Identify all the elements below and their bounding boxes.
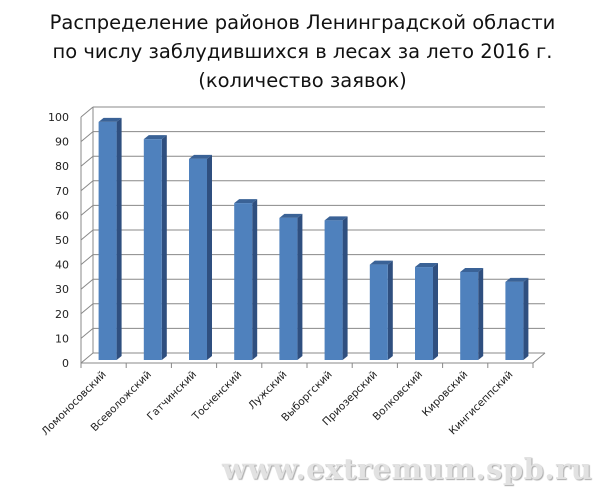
bar-side (387, 260, 393, 360)
bar (189, 158, 207, 360)
bar (505, 281, 524, 360)
y-tick-label: 0 (62, 357, 69, 370)
y-tick-label: 50 (55, 234, 69, 247)
floor-edge (532, 352, 546, 364)
gridline-diagonal (80, 303, 94, 315)
bar-side (433, 263, 438, 360)
y-tick-label: 30 (55, 283, 69, 296)
bar (98, 121, 117, 360)
y-tick-label: 40 (55, 259, 69, 272)
bar-top (98, 117, 122, 122)
bar (279, 217, 298, 360)
y-tick-label: 100 (48, 111, 69, 124)
bar-top (505, 277, 529, 282)
chart-title: Распределение районов Ленинградской обла… (0, 8, 605, 95)
bar-top (234, 199, 258, 204)
bar (415, 267, 433, 360)
bar (234, 203, 253, 360)
gridline-diagonal (80, 352, 94, 364)
y-tick-label: 60 (55, 209, 69, 222)
gridline-diagonal (80, 180, 94, 192)
bar-top (460, 267, 484, 272)
gridline-diagonal (80, 155, 94, 167)
bar (324, 220, 343, 360)
bar (369, 264, 388, 360)
bar-side (523, 277, 529, 360)
bar-side (207, 154, 212, 360)
gridline-diagonal (80, 328, 94, 339)
bar-top (324, 216, 348, 221)
y-tick-label: 20 (55, 308, 69, 321)
bar-side (478, 267, 484, 360)
bar-side (161, 135, 167, 360)
bar-side (116, 117, 122, 360)
gridline-diagonal (80, 106, 94, 118)
bar-side (252, 199, 258, 360)
y-tick-label: 10 (55, 332, 69, 345)
y-tick-label: 90 (55, 136, 69, 149)
y-tick-label: 70 (55, 185, 69, 198)
bar-side (342, 216, 348, 360)
bar-top (415, 263, 438, 268)
bar-top (369, 260, 393, 265)
y-tick-label: 80 (55, 160, 69, 173)
bar-top (279, 213, 303, 218)
title-line-2: по числу заблудившихся в лесах за лето 2… (52, 40, 553, 63)
bar (460, 271, 479, 360)
title-line-3: (количество заявок) (198, 69, 407, 92)
bar-top (143, 135, 167, 140)
title-line-1: Распределение районов Ленинградской обла… (49, 11, 556, 34)
gridline-diagonal (80, 131, 94, 142)
x-tick-label: Кировский (420, 369, 470, 419)
bar (143, 139, 162, 360)
gridline-diagonal (80, 254, 94, 265)
gridline-diagonal (80, 278, 94, 290)
watermark: www.extremum.spb.ru (222, 452, 593, 486)
gridline-diagonal (80, 229, 94, 241)
bar-top (189, 154, 212, 159)
bar-side (297, 213, 303, 360)
x-tick-label: Лужский (246, 369, 289, 412)
gridline-diagonal (80, 205, 94, 216)
